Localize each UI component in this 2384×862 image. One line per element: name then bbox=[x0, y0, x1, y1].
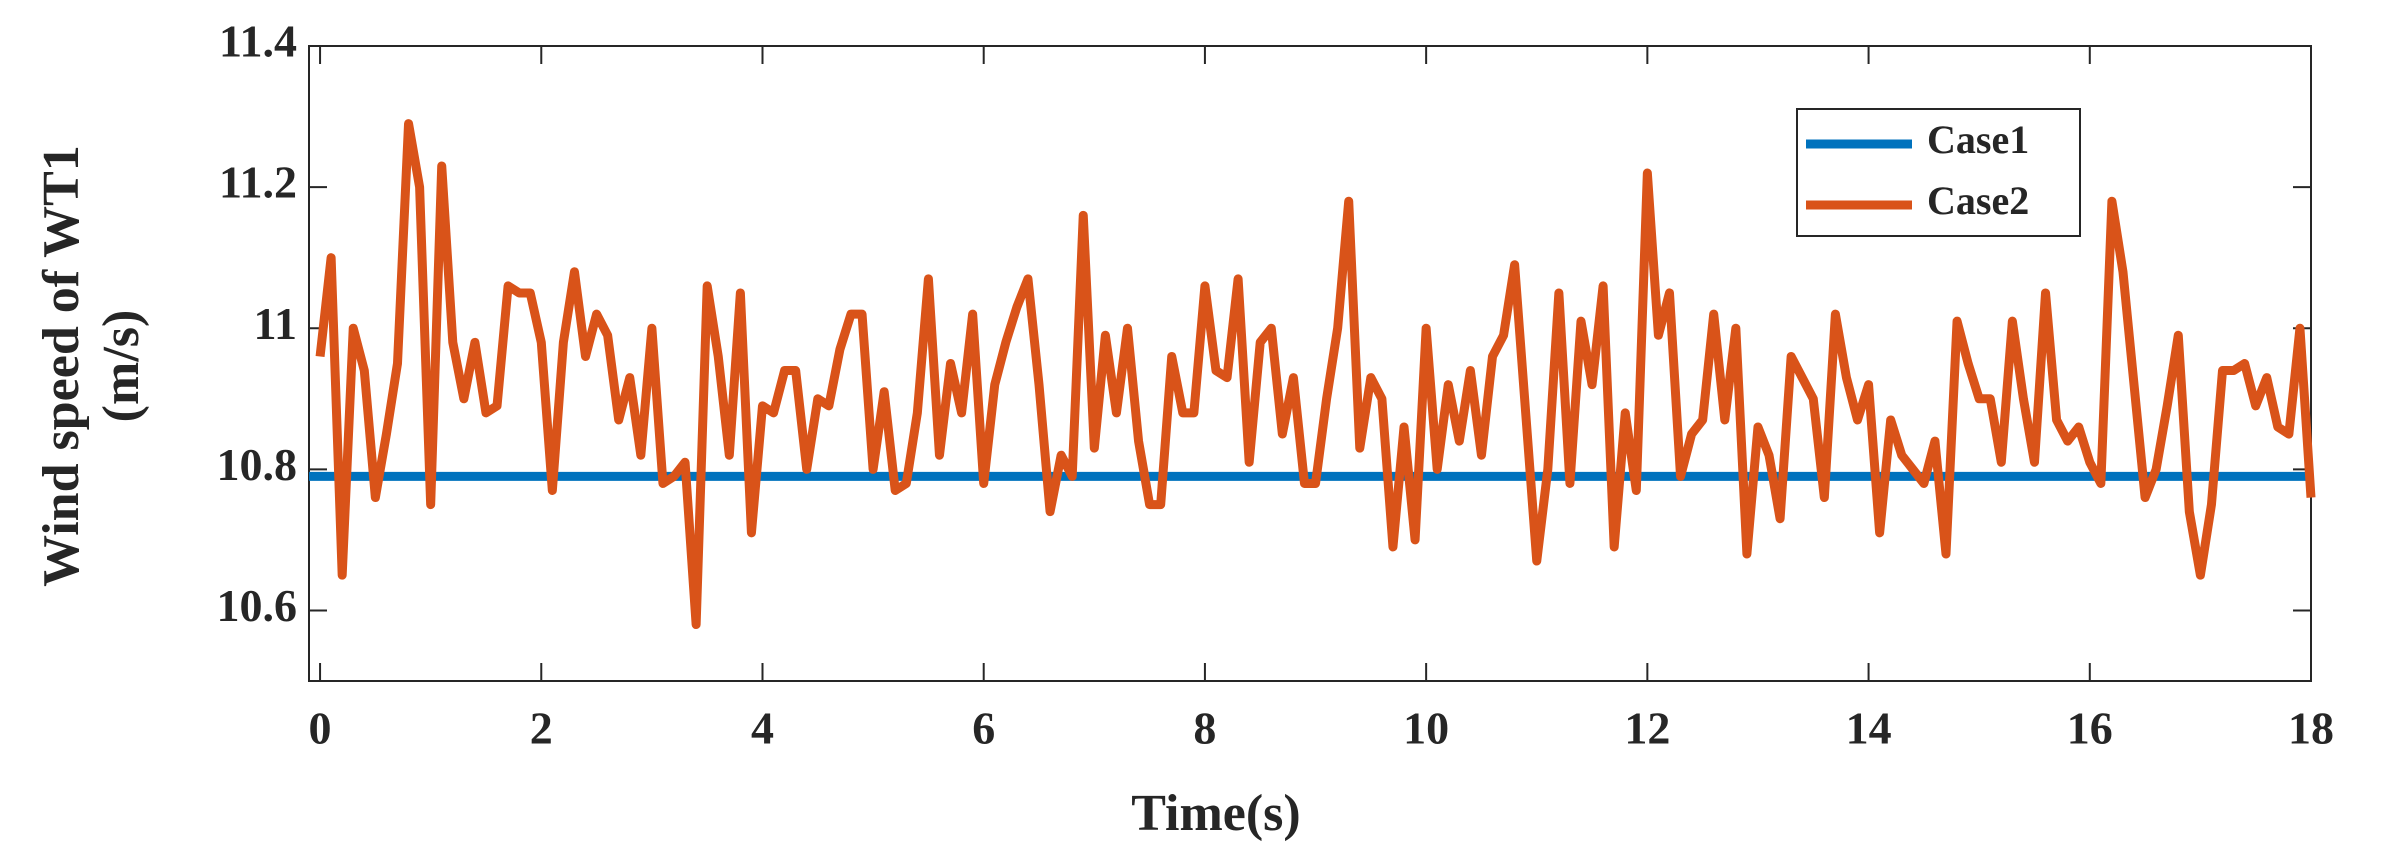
x-tick-label: 0 bbox=[309, 703, 332, 754]
x-tick-label: 14 bbox=[1846, 703, 1892, 754]
y-tick-label: 11 bbox=[254, 298, 297, 349]
x-tick-label: 16 bbox=[2067, 703, 2113, 754]
legend-label: Case2 bbox=[1927, 178, 2029, 223]
y-tick-label: 11.2 bbox=[219, 157, 297, 208]
x-tick-label: 10 bbox=[1403, 703, 1449, 754]
legend-box bbox=[1796, 108, 2081, 237]
data-line bbox=[315, 119, 2316, 630]
y-tick-label: 10.8 bbox=[217, 439, 298, 490]
y-tick-label: 10.6 bbox=[217, 580, 298, 631]
x-tick-label: 6 bbox=[972, 703, 995, 754]
x-tick-label: 12 bbox=[1624, 703, 1670, 754]
y-axis-label: (m/s) bbox=[93, 310, 150, 423]
x-tick-label: 2 bbox=[530, 703, 553, 754]
x-tick-label: 18 bbox=[2288, 703, 2334, 754]
legend-label: Case1 bbox=[1927, 117, 2029, 162]
y-tick-label: 11.4 bbox=[219, 16, 297, 67]
y-axis-label: Wind speed of WT1 bbox=[33, 145, 90, 587]
x-tick-label: 4 bbox=[751, 703, 774, 754]
x-axis-label: Time(s) bbox=[1131, 785, 1300, 842]
x-tick-label: 8 bbox=[1193, 703, 1216, 754]
